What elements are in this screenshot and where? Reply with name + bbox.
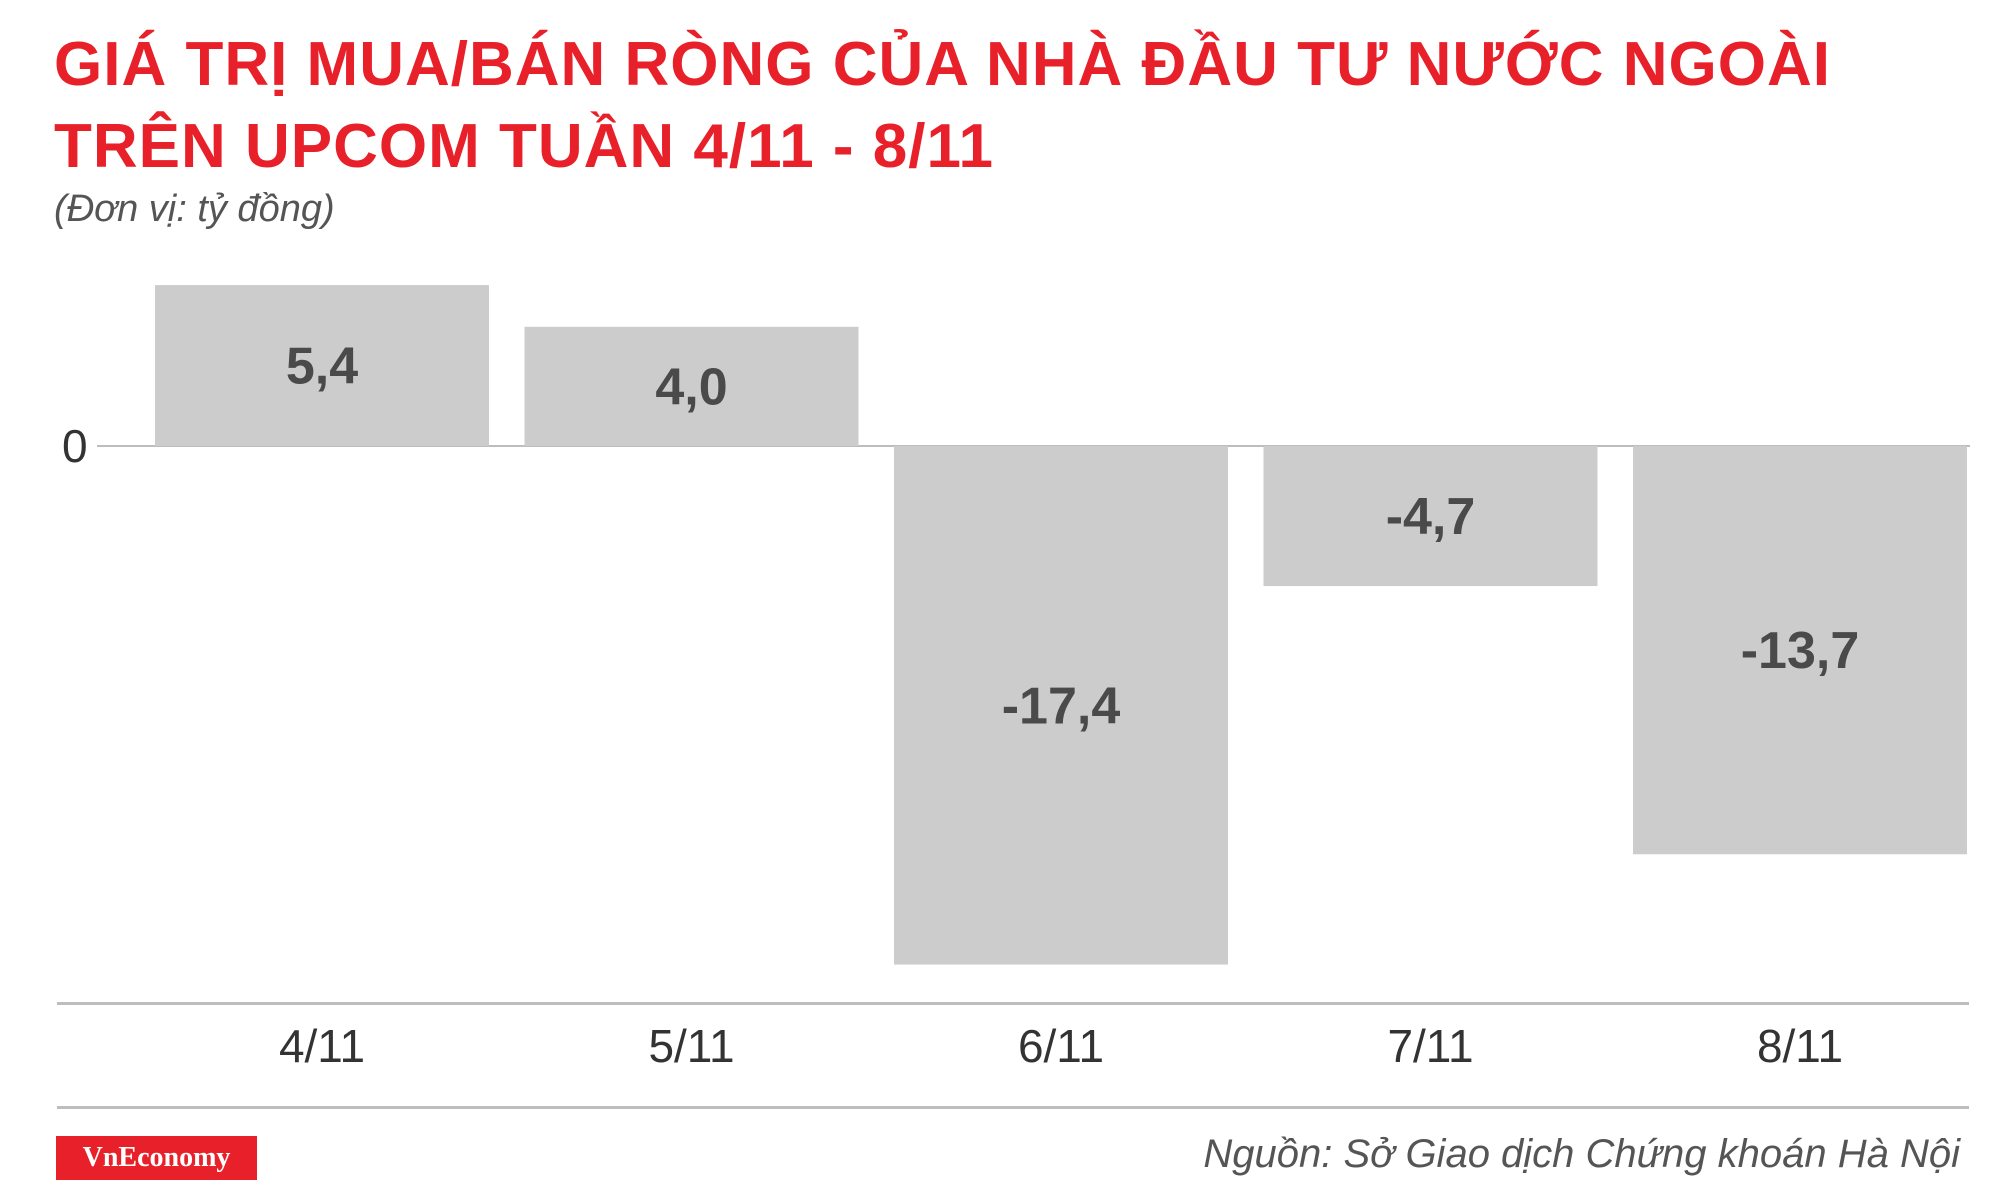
x-tick-label: 5/11 (648, 1020, 734, 1072)
x-tick-label: 8/11 (1757, 1020, 1843, 1072)
x-tick-label: 7/11 (1387, 1020, 1473, 1072)
bar-value-label: 5,4 (286, 338, 358, 396)
brand-logo: VnEconomy (56, 1136, 257, 1180)
x-tick-label: 6/11 (1018, 1020, 1104, 1072)
bar-value-label: -13,7 (1741, 622, 1860, 680)
bar-chart: 0 5,4 4/11 4,0 5/11 -17,4 6/11 -4,7 7/11 -13,7 8/1… (62, 285, 1970, 1072)
brand-logo-text: VnEconomy (82, 1142, 231, 1173)
unit-label: (Đơn vị: tỷ đồng) (54, 188, 335, 230)
chart-title-line-1: GIÁ TRỊ MUA/BÁN RÒNG CỦA NHÀ ĐẦU TƯ NƯỚC… (54, 30, 1831, 99)
footer-divider (57, 1106, 1969, 1109)
y-tick-label-zero: 0 (62, 420, 88, 472)
chart-title-line-2: TRÊN UPCOM TUẦN 4/11 - 8/11 (54, 112, 995, 181)
bar-8-11 (1633, 446, 1967, 855)
bar-6-11 (894, 446, 1228, 965)
bar-5-11 (524, 326, 859, 446)
x-axis-line (57, 1002, 1969, 1005)
bar-value-label: -17,4 (1002, 677, 1121, 735)
bar-value-label: -4,7 (1386, 488, 1476, 546)
bar-value-label: 4,0 (655, 358, 727, 416)
x-tick-label: 4/11 (279, 1020, 365, 1072)
bar-7-11 (1263, 446, 1598, 587)
source-note: Nguồn: Sở Giao dịch Chứng khoán Hà Nội (1203, 1132, 1960, 1176)
bar-4-11 (155, 285, 489, 446)
